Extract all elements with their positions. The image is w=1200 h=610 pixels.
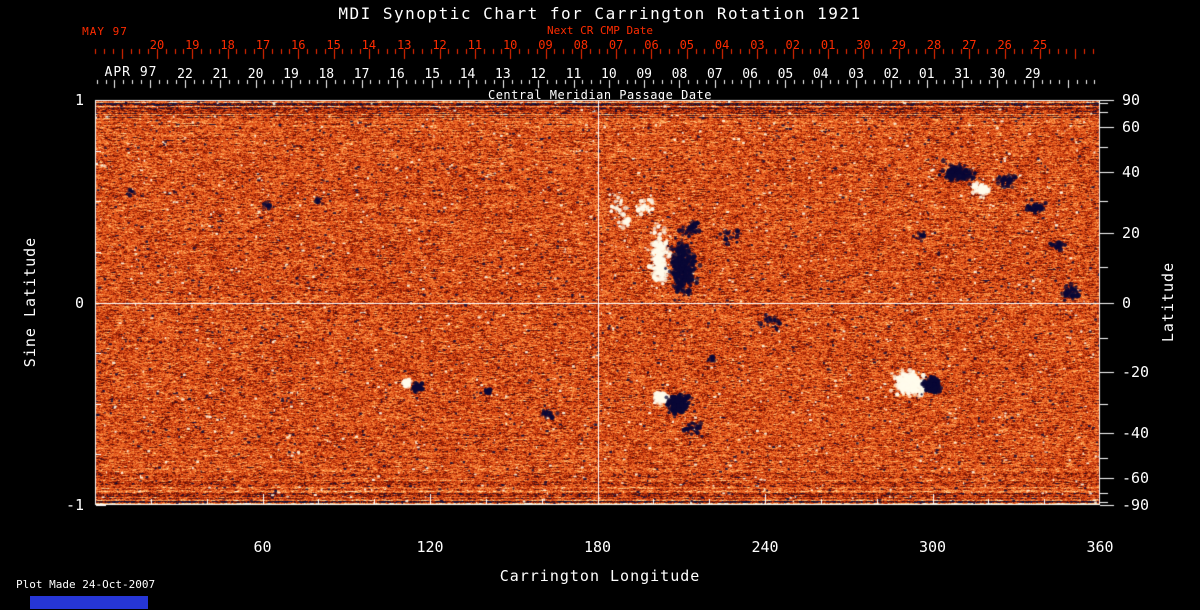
white-axis-day-label: 13 xyxy=(495,67,511,82)
white-axis-day-label: 15 xyxy=(424,67,441,82)
y-axis-left-title: Sine Latitude xyxy=(21,236,39,368)
red-axis-month-label: MAY 97 xyxy=(82,25,128,38)
red-axis-day-label: 14 xyxy=(361,38,377,52)
x-axis-tick-label: 120 xyxy=(416,538,444,556)
red-axis-day-label: 18 xyxy=(220,38,235,52)
y-right-tick-label: -90 xyxy=(1122,496,1150,514)
red-axis-day-label: 29 xyxy=(891,38,906,52)
red-axis-day-label: 09 xyxy=(538,38,553,52)
x-axis-title: Carrington Longitude xyxy=(499,567,701,585)
red-axis-day-label: 15 xyxy=(326,38,341,52)
y-right-tick-label: -20 xyxy=(1122,362,1150,381)
red-axis-day-label: 10 xyxy=(502,38,518,52)
y-right-tick-label: 20 xyxy=(1122,224,1141,243)
x-axis-tick-label: 360 xyxy=(1086,538,1114,556)
white-axis-day-label: 22 xyxy=(177,67,193,82)
white-axis-day-label: 10 xyxy=(601,67,617,82)
red-axis-day-label: 04 xyxy=(714,38,730,52)
white-axis-day-label: 07 xyxy=(706,67,723,82)
white-axis-day-label: 21 xyxy=(212,67,229,82)
white-axis-day-label: 29 xyxy=(1024,67,1041,82)
white-axis-day-label: 03 xyxy=(848,67,864,82)
y-left-tick-label: -1 xyxy=(65,496,84,514)
white-axis-day-label: 08 xyxy=(671,67,688,82)
red-axis-day-label: 06 xyxy=(644,38,659,52)
blue-bar xyxy=(30,596,148,609)
red-axis-day-label: 12 xyxy=(432,38,447,52)
red-axis-day-label: 20 xyxy=(149,38,165,52)
white-axis-day-label: 20 xyxy=(247,67,264,82)
y-right-tick-label: 0 xyxy=(1122,293,1132,312)
red-axis-day-label: 27 xyxy=(962,38,977,52)
white-axis-day-label: 16 xyxy=(389,67,405,82)
white-axis-day-label: 12 xyxy=(530,67,547,82)
white-axis-day-label: 14 xyxy=(459,67,476,82)
y-right-tick-label: -40 xyxy=(1122,423,1150,442)
x-axis-tick-label: 180 xyxy=(583,538,612,556)
y-left-tick-label: 1 xyxy=(74,91,84,109)
white-axis-day-label: 11 xyxy=(565,67,582,82)
y-right-tick-label: 90 xyxy=(1122,91,1141,109)
white-axis-day-label: 02 xyxy=(883,67,900,82)
white-axis-day-label: 18 xyxy=(318,67,335,82)
y-right-tick-label: 40 xyxy=(1122,163,1141,182)
white-axis-day-label: 17 xyxy=(353,67,370,82)
red-axis-day-label: 07 xyxy=(608,38,624,52)
white-axis-day-label: 05 xyxy=(777,67,794,82)
red-axis-title: Next CR CMP Date xyxy=(547,24,653,37)
red-axis-day-label: 05 xyxy=(679,38,695,52)
y-right-tick-label: 60 xyxy=(1122,118,1141,137)
white-axis-title: Central Meridian Passage Date xyxy=(487,88,712,102)
white-axis-day-label: 09 xyxy=(636,67,652,82)
x-axis-tick-label: 300 xyxy=(918,538,947,556)
red-axis-day-label: 13 xyxy=(397,38,412,52)
red-axis-day-label: 19 xyxy=(185,38,200,52)
plot-made-label: Plot Made 24-Oct-2007 xyxy=(16,578,156,591)
red-axis-day-label: 16 xyxy=(291,38,306,52)
white-axis-day-label: 30 xyxy=(989,67,1006,82)
white-axis-month-label: APR 97 xyxy=(104,65,158,80)
white-axis-day-label: 01 xyxy=(918,67,935,82)
x-axis-tick-label: 240 xyxy=(751,538,779,556)
x-axis-tick-label: 60 xyxy=(253,538,272,556)
white-axis-day-label: 31 xyxy=(954,67,970,82)
chart-title: MDI Synoptic Chart for Carrington Rotati… xyxy=(338,4,862,23)
red-axis-day-label: 26 xyxy=(997,38,1012,52)
y-left-tick-label: 0 xyxy=(74,293,84,312)
red-axis-day-label: 25 xyxy=(1032,38,1048,52)
red-axis-day-label: 08 xyxy=(573,38,589,52)
y-right-tick-label: -60 xyxy=(1122,468,1150,487)
red-axis-day-label: 17 xyxy=(255,38,271,52)
white-axis-day-label: 04 xyxy=(812,67,829,82)
red-axis-day-label: 11 xyxy=(467,38,483,52)
red-axis-day-label: 01 xyxy=(820,38,836,52)
red-axis-day-label: 30 xyxy=(856,38,871,52)
red-axis-day-label: 02 xyxy=(785,38,800,52)
red-axis-day-label: 28 xyxy=(926,38,942,52)
white-axis-day-label: 06 xyxy=(742,67,758,82)
red-axis-day-label: 03 xyxy=(750,38,765,52)
white-axis-day-label: 19 xyxy=(283,67,299,82)
